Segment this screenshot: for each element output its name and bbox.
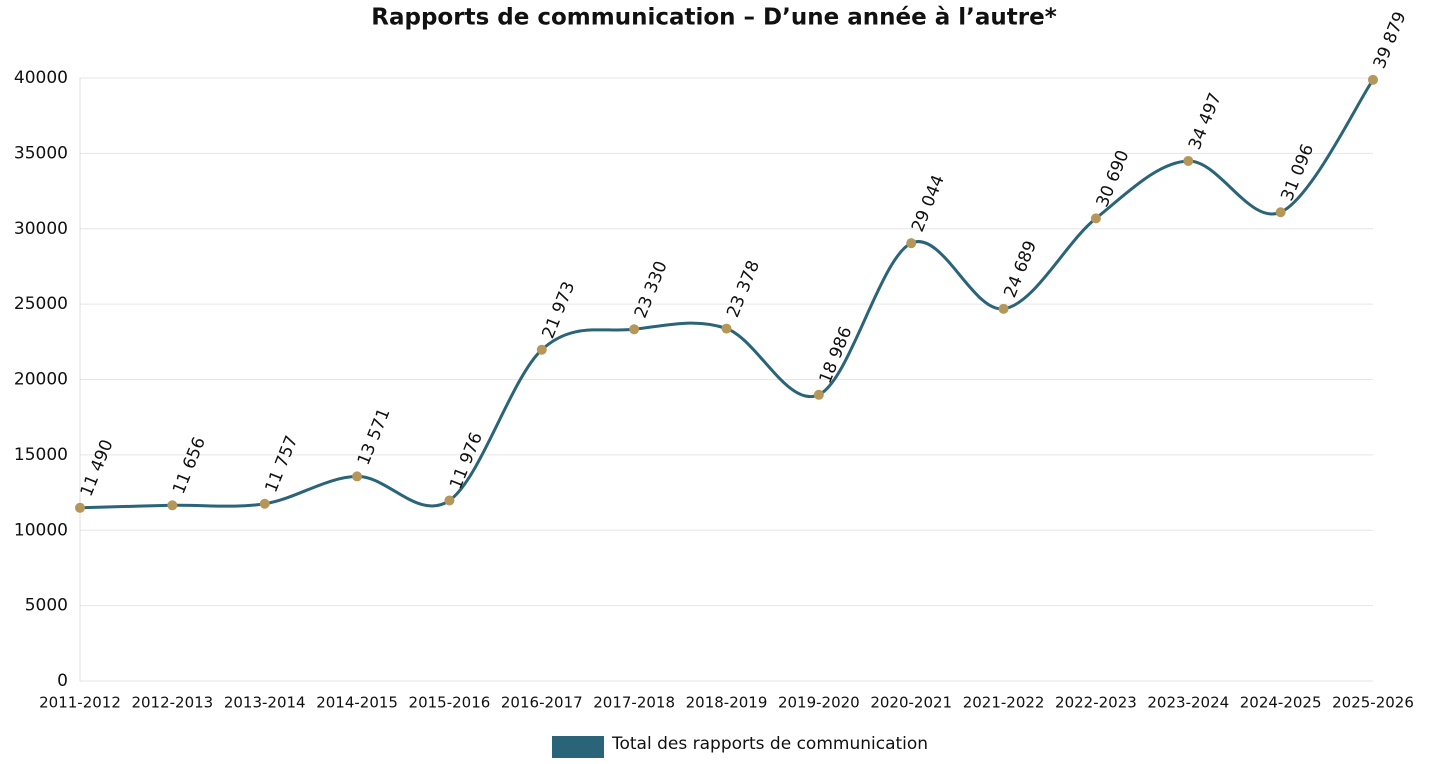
marker bbox=[1368, 74, 1378, 85]
x-tick-label: 2023-2024 bbox=[1147, 694, 1229, 712]
x-tick-label: 2014-2015 bbox=[316, 694, 398, 712]
data-label: 11 490 bbox=[77, 437, 118, 500]
x-tick-label: 2019-2020 bbox=[778, 694, 860, 712]
marker bbox=[444, 495, 455, 506]
marker bbox=[1090, 213, 1101, 224]
data-label: 11 656 bbox=[169, 434, 210, 497]
data-label: 13 571 bbox=[354, 406, 395, 469]
marker bbox=[998, 303, 1009, 314]
y-tick-label: 5000 bbox=[25, 596, 68, 616]
data-label: 11 976 bbox=[446, 430, 487, 493]
data-label: 23 378 bbox=[723, 258, 764, 321]
x-tick-label: 2018-2019 bbox=[686, 694, 768, 712]
x-tick-label: 2011-2012 bbox=[39, 694, 121, 712]
chart-title: Rapports de communication – D’une année … bbox=[371, 5, 1056, 31]
y-tick-label: 35000 bbox=[14, 143, 68, 163]
x-tick-label: 2013-2014 bbox=[224, 694, 306, 712]
y-tick-label: 30000 bbox=[14, 219, 68, 239]
marker bbox=[536, 344, 547, 355]
legend-label: Total des rapports de communication bbox=[611, 734, 928, 754]
data-label: 29 044 bbox=[908, 172, 949, 235]
data-label: 30 690 bbox=[1093, 147, 1134, 210]
marker bbox=[906, 238, 917, 249]
x-tick-label: 2017-2018 bbox=[593, 694, 675, 712]
x-tick-label: 2016-2017 bbox=[501, 694, 583, 712]
marker bbox=[167, 500, 178, 511]
legend-swatch bbox=[552, 736, 604, 758]
x-tick-label: 2022-2023 bbox=[1055, 694, 1137, 712]
marker bbox=[813, 389, 824, 400]
marker bbox=[259, 498, 270, 509]
marker bbox=[629, 324, 640, 335]
data-label: 18 986 bbox=[816, 324, 857, 387]
data-label: 39 879 bbox=[1370, 9, 1411, 72]
x-tick-label: 2012-2013 bbox=[131, 694, 213, 712]
data-label: 11 757 bbox=[261, 433, 302, 496]
marker bbox=[352, 471, 363, 482]
data-label: 24 689 bbox=[1000, 238, 1041, 301]
y-tick-label: 40000 bbox=[14, 68, 68, 88]
y-tick-label: 10000 bbox=[14, 520, 68, 540]
y-tick-label: 25000 bbox=[14, 294, 68, 314]
x-tick-label: 2021-2022 bbox=[963, 694, 1045, 712]
y-tick-label: 0 bbox=[57, 671, 68, 691]
x-tick-label: 2025-2026 bbox=[1332, 694, 1414, 712]
marker bbox=[721, 323, 732, 334]
x-tick-label: 2015-2016 bbox=[409, 694, 491, 712]
marker bbox=[1183, 155, 1194, 166]
x-tick-label: 2024-2025 bbox=[1240, 694, 1322, 712]
marker bbox=[1275, 207, 1286, 218]
marker bbox=[75, 502, 85, 513]
x-tick-label: 2020-2021 bbox=[870, 694, 952, 712]
y-tick-label: 20000 bbox=[14, 370, 68, 390]
data-label: 34 497 bbox=[1185, 90, 1226, 153]
data-label: 31 096 bbox=[1277, 141, 1318, 204]
y-tick-label: 15000 bbox=[14, 445, 68, 465]
data-label: 23 330 bbox=[631, 258, 672, 321]
line bbox=[79, 78, 1375, 510]
